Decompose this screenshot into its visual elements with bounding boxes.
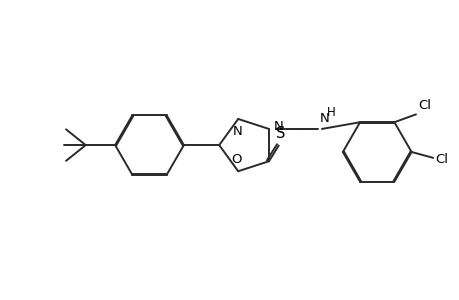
- Text: N: N: [273, 121, 283, 134]
- Text: N: N: [232, 125, 241, 138]
- Text: S: S: [275, 126, 285, 141]
- Text: Cl: Cl: [417, 99, 430, 112]
- Text: O: O: [230, 153, 241, 166]
- Text: H: H: [326, 106, 335, 119]
- Text: N: N: [319, 112, 329, 125]
- Text: Cl: Cl: [434, 153, 447, 166]
